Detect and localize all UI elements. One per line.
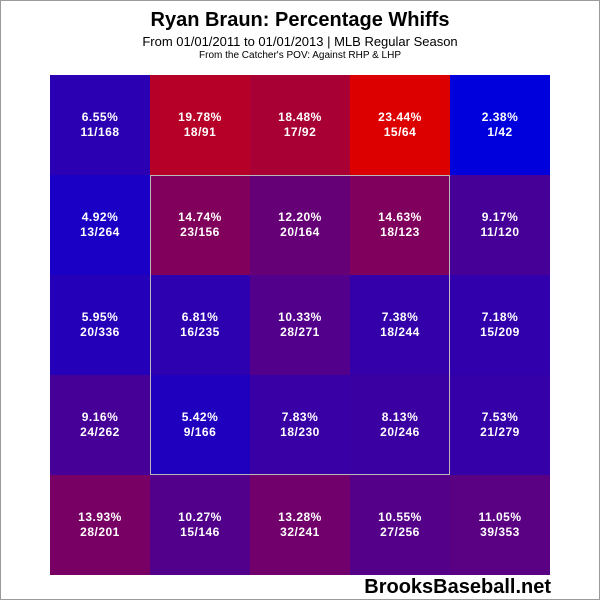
- heatmap-cell: 14.74% 23/156: [150, 175, 250, 275]
- cell-percentage-label: 7.38%: [381, 310, 419, 324]
- cell-count-label: 28/201: [80, 525, 120, 539]
- cell-count-label: 18/244: [380, 325, 420, 339]
- heatmap-cell: 18.48% 17/92: [250, 75, 350, 175]
- cell-count-label: 23/156: [180, 225, 220, 239]
- heatmap-cell: 9.17% 11/120: [450, 175, 550, 275]
- cell-count-label: 9/166: [183, 425, 217, 439]
- heatmap-cell: 10.55% 27/256: [350, 475, 450, 575]
- cell-count-label: 24/262: [80, 425, 120, 439]
- heatmap-cell: 11.05% 39/353: [450, 475, 550, 575]
- cell-count-label: 18/91: [183, 125, 217, 139]
- heatmap-cell: 13.93% 28/201: [50, 475, 150, 575]
- cell-percentage-label: 12.20%: [278, 210, 322, 224]
- heatmap-cell: 8.13% 20/246: [350, 375, 450, 475]
- heatmap-cell: 10.27% 15/146: [150, 475, 250, 575]
- cell-percentage-label: 13.28%: [278, 510, 322, 524]
- cell-percentage-label: 11.05%: [478, 510, 522, 524]
- cell-count-label: 21/279: [480, 425, 520, 439]
- cell-percentage-label: 23.44%: [378, 110, 422, 124]
- heatmap-cell: 7.38% 18/244: [350, 275, 450, 375]
- cell-count-label: 18/123: [380, 225, 420, 239]
- heatmap-cell: 7.83% 18/230: [250, 375, 350, 475]
- heatmap-cell: 7.53% 21/279: [450, 375, 550, 475]
- heatmap-cell: 14.63% 18/123: [350, 175, 450, 275]
- cell-percentage-label: 8.13%: [381, 410, 419, 424]
- cell-percentage-label: 4.92%: [81, 210, 119, 224]
- cell-count-label: 27/256: [380, 525, 420, 539]
- heatmap-cell: 23.44% 15/64: [350, 75, 450, 175]
- heatmap-cell: 19.78% 18/91: [150, 75, 250, 175]
- heatmap-cell: 9.16% 24/262: [50, 375, 150, 475]
- cell-count-label: 11/168: [80, 125, 120, 139]
- cell-count-label: 28/271: [280, 325, 320, 339]
- cell-percentage-label: 14.63%: [378, 210, 422, 224]
- heatmap-cell: 6.55% 11/168: [50, 75, 150, 175]
- brooks-baseball-watermark: BrooksBaseball.net: [364, 576, 551, 598]
- heatmap-cell: 12.20% 20/164: [250, 175, 350, 275]
- heatmap-cell: 7.18% 15/209: [450, 275, 550, 375]
- pov-note: From the Catcher's POV: Against RHP & LH…: [199, 50, 401, 61]
- cell-percentage-label: 9.17%: [481, 210, 519, 224]
- cell-percentage-label: 2.38%: [481, 110, 519, 124]
- heatmap-cell: 5.95% 20/336: [50, 275, 150, 375]
- cell-percentage-label: 18.48%: [278, 110, 322, 124]
- cell-percentage-label: 7.83%: [281, 410, 319, 424]
- heatmap-cell: 10.33% 28/271: [250, 275, 350, 375]
- cell-count-label: 20/246: [380, 425, 420, 439]
- cell-count-label: 1/42: [487, 125, 513, 139]
- cell-count-label: 13/264: [80, 225, 120, 239]
- cell-count-label: 15/209: [480, 325, 520, 339]
- cell-count-label: 18/230: [280, 425, 320, 439]
- cell-percentage-label: 10.55%: [378, 510, 422, 524]
- cell-percentage-label: 5.42%: [181, 410, 219, 424]
- cell-percentage-label: 7.18%: [481, 310, 519, 324]
- cell-percentage-label: 6.81%: [181, 310, 219, 324]
- cell-count-label: 15/64: [383, 125, 417, 139]
- heatmap-cell: 6.81% 16/235: [150, 275, 250, 375]
- cell-percentage-label: 14.74%: [178, 210, 222, 224]
- cell-count-label: 39/353: [480, 525, 520, 539]
- cell-percentage-label: 9.16%: [81, 410, 119, 424]
- cell-count-label: 16/235: [180, 325, 220, 339]
- heatmap-cell: 2.38% 1/42: [450, 75, 550, 175]
- cell-percentage-label: 5.95%: [81, 310, 119, 324]
- cell-count-label: 20/164: [280, 225, 320, 239]
- cell-percentage-label: 10.33%: [278, 310, 322, 324]
- cell-percentage-label: 10.27%: [178, 510, 222, 524]
- heatmap-cell: 5.42% 9/166: [150, 375, 250, 475]
- cell-percentage-label: 19.78%: [178, 110, 222, 124]
- cell-count-label: 17/92: [283, 125, 317, 139]
- cell-percentage-label: 7.53%: [481, 410, 519, 424]
- cell-count-label: 32/241: [280, 525, 320, 539]
- chart-subtitle: From 01/01/2011 to 01/01/2013 | MLB Regu…: [142, 34, 458, 49]
- cell-count-label: 20/336: [80, 325, 120, 339]
- cell-percentage-label: 13.93%: [78, 510, 122, 524]
- heatmap-cell: 4.92% 13/264: [50, 175, 150, 275]
- cell-count-label: 11/120: [480, 225, 520, 239]
- heatmap-grid: 6.55% 11/168 19.78% 18/91 18.48% 17/92 23.44% 1…: [50, 75, 550, 575]
- cell-percentage-label: 6.55%: [81, 110, 119, 124]
- cell-count-label: 15/146: [180, 525, 220, 539]
- chart-title: Ryan Braun: Percentage Whiffs: [150, 9, 450, 31]
- heatmap-cell: 13.28% 32/241: [250, 475, 350, 575]
